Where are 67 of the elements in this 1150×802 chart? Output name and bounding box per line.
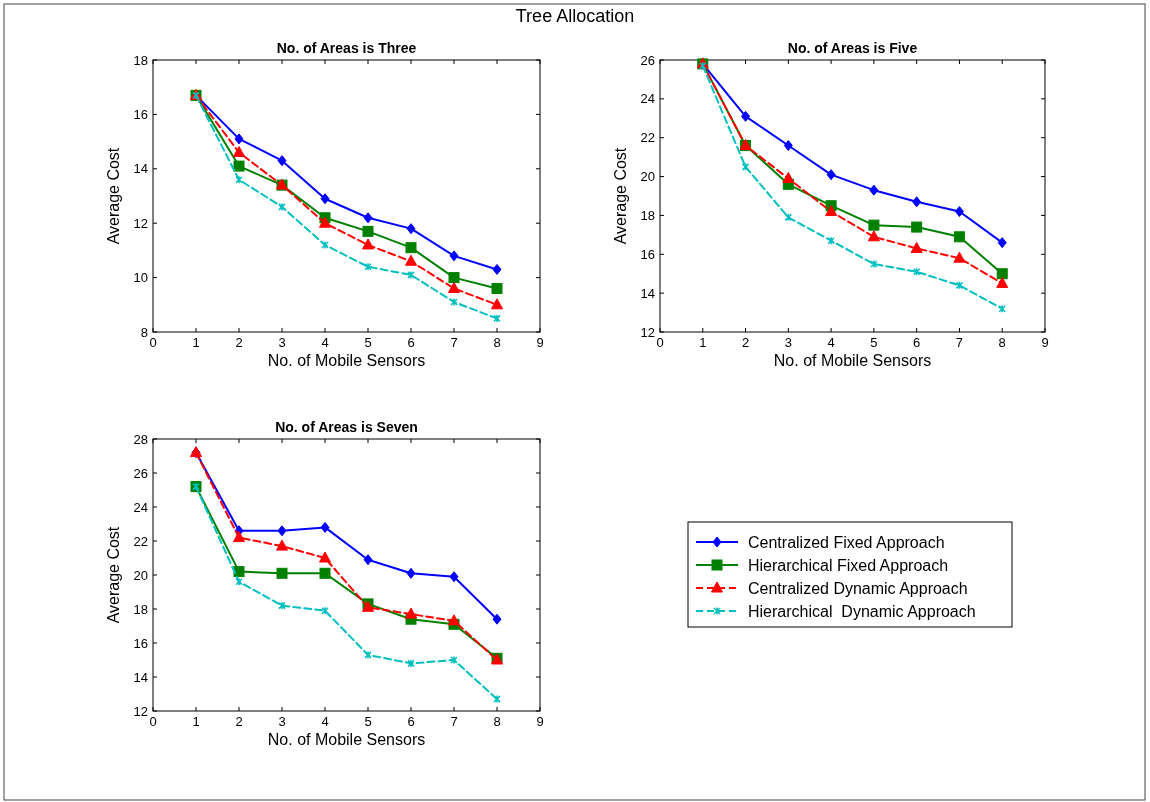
chart-title: No. of Areas is Seven	[275, 419, 418, 435]
x-tick-label: 1	[699, 335, 707, 350]
y-tick-label: 16	[133, 635, 148, 651]
x-tick-label: 8	[493, 714, 501, 729]
x-tick-label: 7	[955, 335, 964, 350]
x-tick-label: 3	[278, 714, 286, 729]
y-tick-label: 26	[640, 52, 655, 68]
x-tick-label: 4	[321, 714, 329, 729]
x-tick-label: 2	[741, 335, 750, 350]
x-tick-label: 4	[321, 335, 329, 350]
x-tick-label: 4	[827, 335, 835, 350]
x-tick-label: 1	[192, 714, 200, 729]
x-tick-label: 6	[913, 335, 921, 350]
chart-title: No. of Areas is Five	[787, 40, 918, 56]
chart-title: No. of Areas is Three	[276, 40, 417, 56]
y-tick-label: 16	[640, 246, 655, 262]
legend-label: Centralized Fixed Approach	[748, 534, 945, 551]
x-tick-label: 3	[784, 335, 792, 350]
y-tick-label: 14	[133, 161, 148, 177]
x-tick-label: 8	[493, 335, 501, 350]
y-tick-label: 12	[640, 324, 655, 340]
y-tick-label: 10	[133, 270, 148, 286]
legend-label: Hierarchical Dynamic Approach	[748, 603, 976, 620]
x-tick-label: 6	[407, 714, 415, 729]
y-tick-label: 24	[640, 91, 655, 107]
y-tick-label: 20	[640, 169, 655, 185]
legend-label: Hierarchical Fixed Approach	[748, 557, 949, 574]
y-tick-label: 14	[133, 669, 148, 685]
x-tick-label: 2	[235, 714, 243, 729]
x-tick-label: 0	[149, 335, 157, 350]
x-tick-label: 3	[278, 335, 286, 350]
y-axis-title: Average Cost	[612, 147, 629, 245]
x-tick-label: 6	[407, 335, 415, 350]
x-tick-label: 8	[998, 335, 1006, 350]
x-tick-label: 0	[149, 714, 157, 729]
x-tick-label: 2	[235, 335, 243, 350]
y-tick-label: 18	[133, 52, 148, 68]
y-tick-label: 26	[133, 465, 148, 481]
y-tick-label: 8	[140, 324, 148, 340]
x-tick-label: 1	[192, 335, 200, 350]
x-tick-label: 5	[364, 335, 372, 350]
x-tick-label: 0	[656, 335, 664, 350]
x-tick-label: 9	[1041, 335, 1049, 350]
x-tick-label: 7	[450, 335, 458, 350]
x-tick-label: 5	[870, 335, 878, 350]
x-tick-label: 5	[364, 714, 372, 729]
y-tick-label: 14	[640, 285, 655, 301]
y-tick-label: 28	[133, 431, 148, 447]
y-tick-label: 12	[133, 703, 148, 719]
y-tick-label: 18	[133, 601, 148, 617]
legend-label: Centralized Dynamic Approach	[748, 580, 968, 597]
x-tick-label: 7	[450, 714, 458, 729]
y-tick-label: 22	[133, 533, 148, 549]
y-tick-label: 12	[133, 215, 148, 231]
x-tick-label: 9	[536, 714, 544, 729]
y-axis-title: Average Cost	[105, 147, 122, 245]
x-tick-label: 9	[536, 335, 544, 350]
x-axis-title: No. of Mobile Sensors	[773, 352, 932, 369]
text: Tree Allocation	[515, 6, 635, 26]
y-axis-title: Average Cost	[105, 526, 122, 624]
y-tick-label: 20	[133, 567, 148, 583]
x-axis-title: No. of Mobile Sensors	[267, 352, 426, 369]
y-tick-label: 22	[640, 130, 655, 146]
x-axis-title: No. of Mobile Sensors	[267, 731, 426, 748]
y-tick-label: 24	[133, 499, 148, 515]
y-tick-label: 18	[640, 207, 655, 223]
y-tick-label: 16	[133, 106, 148, 122]
